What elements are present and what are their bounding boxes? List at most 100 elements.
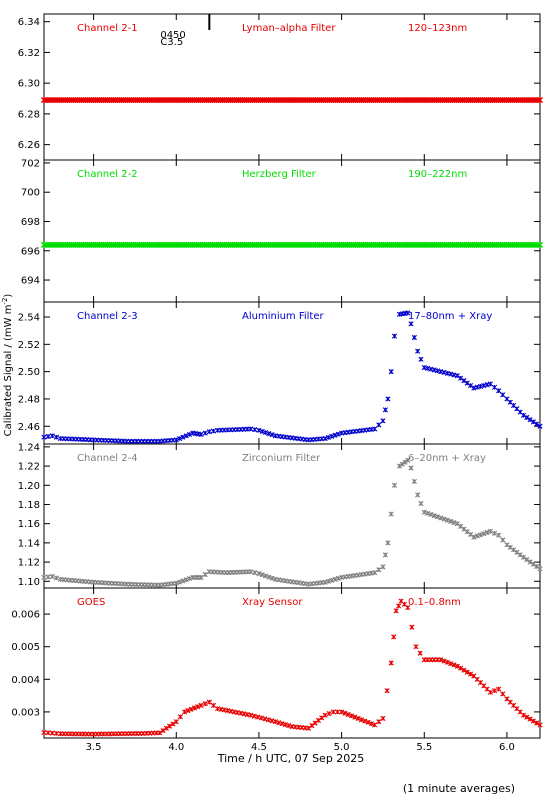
data-point bbox=[467, 671, 474, 677]
data-point bbox=[206, 699, 212, 705]
data-point bbox=[393, 608, 399, 614]
data-point bbox=[49, 730, 55, 736]
data-point bbox=[527, 417, 533, 423]
data-point bbox=[176, 579, 183, 585]
data-point bbox=[198, 702, 204, 708]
data-point bbox=[424, 510, 431, 516]
data-point bbox=[269, 718, 275, 724]
y-tick-label: 6.26 bbox=[18, 140, 40, 151]
data-point bbox=[536, 96, 544, 104]
data-point bbox=[496, 388, 502, 394]
data-point bbox=[399, 461, 405, 467]
data-point bbox=[496, 532, 502, 538]
data-point bbox=[496, 686, 502, 692]
data-point bbox=[444, 517, 451, 523]
data-point bbox=[173, 580, 179, 586]
data-point bbox=[202, 701, 208, 707]
data-point bbox=[342, 710, 348, 716]
y-axis-title: Calibrated Signal / (mW m-2) bbox=[1, 294, 14, 437]
data-point bbox=[411, 478, 417, 485]
data-point bbox=[188, 706, 194, 712]
data-point bbox=[45, 574, 51, 580]
data-point bbox=[451, 662, 457, 668]
flare-marker-time: 0450 bbox=[160, 30, 185, 41]
filter-label: Herzberg Filter bbox=[242, 169, 317, 180]
data-point bbox=[380, 715, 386, 722]
data-point bbox=[527, 716, 533, 722]
data-point bbox=[534, 563, 540, 570]
data-point bbox=[464, 669, 470, 675]
panel-frame bbox=[43, 587, 541, 739]
data-point bbox=[534, 421, 540, 427]
data-point bbox=[487, 528, 493, 534]
data-point bbox=[507, 544, 513, 550]
data-point bbox=[510, 547, 517, 553]
data-point bbox=[362, 718, 368, 724]
data-point bbox=[534, 720, 540, 726]
data-point bbox=[431, 513, 437, 519]
data-point bbox=[537, 566, 543, 572]
data-point bbox=[388, 511, 394, 517]
data-point bbox=[202, 430, 208, 436]
data-point bbox=[163, 725, 169, 731]
y-tick-label: 1.16 bbox=[18, 519, 40, 530]
data-point bbox=[524, 414, 530, 421]
y-tick-label: 1.24 bbox=[18, 442, 40, 453]
data-point bbox=[537, 722, 543, 728]
data-point bbox=[53, 730, 59, 737]
data-point bbox=[382, 552, 389, 558]
data-point bbox=[530, 718, 536, 724]
data-point bbox=[500, 392, 506, 398]
data-point bbox=[49, 433, 55, 439]
panel-5: 0.003 0.004 0.005 0.006 GOES Xray Sensor 0.1–0… bbox=[11, 587, 543, 739]
data-point bbox=[258, 715, 264, 721]
data-point bbox=[487, 689, 493, 695]
data-point bbox=[411, 334, 417, 341]
data-point bbox=[448, 661, 454, 667]
y-tick-label: 6.32 bbox=[18, 48, 40, 59]
filter-label: Aluminium Filter bbox=[242, 311, 325, 322]
data-point bbox=[500, 691, 506, 697]
data-point bbox=[53, 575, 59, 581]
data-point bbox=[248, 569, 254, 575]
data-point bbox=[45, 433, 51, 440]
data-point bbox=[372, 570, 378, 576]
data-point bbox=[514, 549, 520, 555]
data-point bbox=[348, 713, 355, 719]
data-point bbox=[391, 634, 397, 640]
data-point bbox=[248, 426, 254, 432]
y-tick-label: 2.50 bbox=[18, 367, 40, 378]
channel-label: GOES bbox=[77, 597, 105, 608]
data-point bbox=[355, 715, 361, 722]
data-point bbox=[376, 719, 382, 725]
y-axis-title-superscript: -2 bbox=[1, 298, 9, 305]
data-point bbox=[405, 457, 411, 463]
data-point bbox=[391, 333, 398, 339]
data-point bbox=[368, 721, 374, 727]
panel-stack: 6.26 6.28 6.30 6.32 6.34 Channel 2-1 Lyman–alp… bbox=[11, 13, 544, 739]
data-point bbox=[376, 567, 382, 573]
data-point bbox=[41, 729, 47, 736]
channel-label: Channel 2-1 bbox=[77, 23, 138, 34]
averaging-footnote: (1 minute averages) bbox=[403, 782, 515, 795]
data-point bbox=[491, 384, 498, 390]
data-point bbox=[183, 577, 189, 583]
y-tick-label: 0.004 bbox=[11, 675, 40, 686]
data-point bbox=[380, 418, 386, 424]
data-point bbox=[451, 519, 457, 526]
data-point bbox=[210, 702, 217, 708]
data-point bbox=[49, 573, 55, 580]
y-axis-title-close: ) bbox=[3, 294, 14, 298]
data-point bbox=[504, 542, 510, 548]
data-point bbox=[537, 423, 543, 429]
data-point bbox=[183, 433, 189, 439]
data-point bbox=[396, 463, 403, 469]
y-tick-label: 700 bbox=[21, 188, 40, 199]
y-tick-label: 696 bbox=[21, 246, 40, 257]
panel-frame bbox=[43, 13, 541, 161]
data-point bbox=[322, 712, 328, 718]
x-tick-label: 3.5 bbox=[86, 742, 102, 753]
y-tick-label: 2.54 bbox=[18, 313, 40, 324]
data-point bbox=[520, 554, 527, 560]
